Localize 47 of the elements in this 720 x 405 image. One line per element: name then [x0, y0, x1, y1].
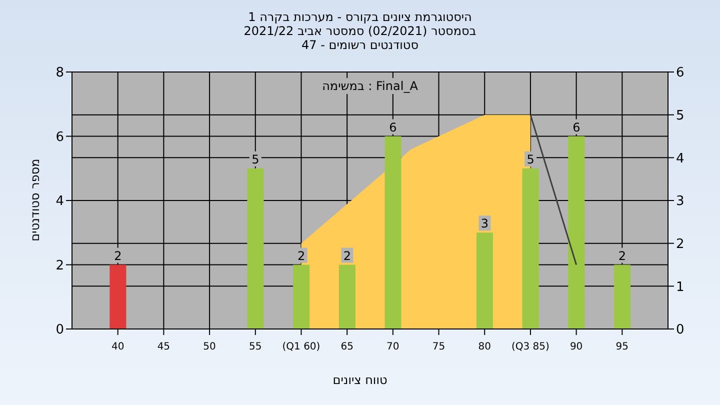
- chart-subtitle: בסמסטר (02/2021) סמסטר אביב 2021/22 סטודנטים רשומים - 47: [242, 24, 478, 52]
- bar: [293, 264, 310, 329]
- y-tick-label: 4: [56, 194, 64, 210]
- bar: [384, 136, 402, 329]
- bar: [568, 136, 585, 329]
- data-label: 2: [618, 248, 626, 263]
- x-tick-label: (Q3 85): [511, 341, 550, 352]
- x-tick-label: 45: [157, 341, 170, 352]
- bar: [614, 264, 630, 329]
- y2-tick-label: 5: [676, 108, 684, 124]
- bar: [338, 264, 356, 329]
- chart-title: היסטוגרמת ציונים בקורס - מערכות בקרה 1: [247, 10, 473, 24]
- annotation: Final_A : במשימה: [318, 78, 422, 94]
- x-tick-label: 80: [478, 341, 491, 352]
- y2-tick-label: 1: [676, 280, 684, 295]
- y2-tick-label: 4: [676, 151, 684, 166]
- bar: [247, 168, 264, 329]
- y2-tick-label: 6: [676, 66, 684, 81]
- x-tick-label: (Q1 60): [282, 341, 320, 352]
- y-tick-label: 2: [56, 258, 64, 274]
- y-tick-label: 0: [56, 322, 64, 338]
- x-tick-label: 90: [570, 341, 583, 352]
- data-label: 5: [526, 152, 534, 166]
- data-label: 3: [480, 216, 489, 231]
- x-tick-label: 75: [432, 341, 446, 352]
- x-tick-label: 95: [616, 341, 629, 352]
- y2-tick-label: 0: [676, 322, 684, 338]
- x-tick-label: 65: [340, 341, 354, 352]
- y-tick-label: 8: [56, 66, 64, 81]
- y2-tick-label: 3: [676, 194, 684, 210]
- x-axis-title: טווח ציונים: [332, 373, 388, 387]
- x-tick-label: 70: [386, 341, 400, 352]
- data-label: 6: [389, 120, 397, 134]
- y-axis-title: מספר סטודנטים: [28, 158, 42, 242]
- data-label: 2: [114, 248, 122, 263]
- bar: [110, 264, 126, 329]
- y2-tick-label: 2: [676, 236, 684, 252]
- x-tick-label: 55: [249, 341, 262, 352]
- x-tick-label: 40: [111, 341, 124, 352]
- x-tick-label: 50: [203, 341, 216, 352]
- data-label: 2: [297, 248, 306, 263]
- data-label: 6: [572, 120, 580, 134]
- data-label: 2: [343, 248, 351, 263]
- bar: [522, 168, 539, 329]
- data-label: 5: [252, 152, 260, 166]
- bar: [476, 232, 493, 329]
- y-tick-label: 6: [56, 130, 64, 145]
